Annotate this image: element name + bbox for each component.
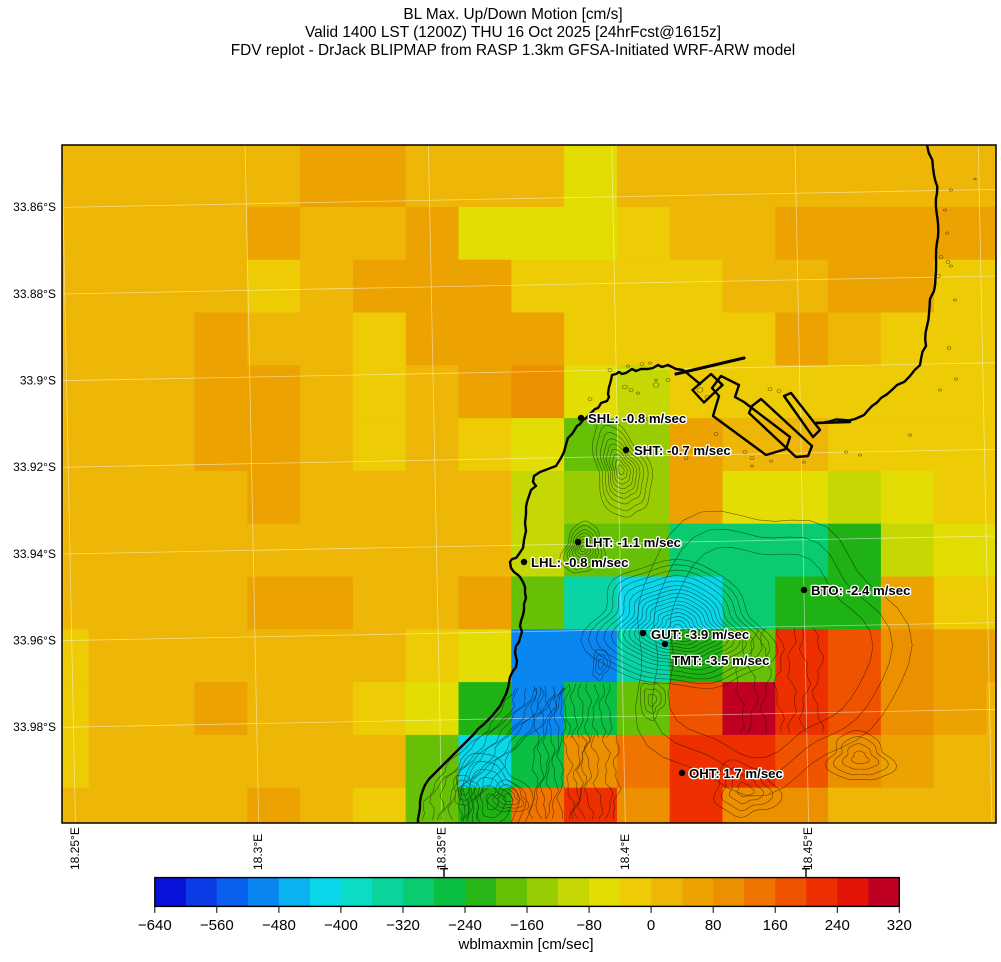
svg-text:18.45°E: 18.45°E xyxy=(801,827,815,870)
svg-text:SHT: -0.7 m/sec: SHT: -0.7 m/sec xyxy=(634,443,731,458)
svg-text:18.35°E: 18.35°E xyxy=(435,827,449,870)
svg-text:SHL: -0.8 m/sec: SHL: -0.8 m/sec xyxy=(588,411,686,426)
svg-text:wblmaxmin [cm/sec]: wblmaxmin [cm/sec] xyxy=(457,936,593,953)
svg-text:LHL: -0.8 m/sec: LHL: -0.8 m/sec xyxy=(531,555,628,570)
svg-text:33.9°S: 33.9°S xyxy=(20,374,56,388)
svg-text:−560: −560 xyxy=(200,917,234,934)
svg-text:−80: −80 xyxy=(576,917,601,934)
svg-text:OHT: 1.7 m/sec: OHT: 1.7 m/sec xyxy=(689,766,783,781)
svg-text:Valid 1400 LST (1200Z) THU 16: Valid 1400 LST (1200Z) THU 16 Oct 2025 [… xyxy=(305,24,721,41)
svg-text:TMT: -3.5 m/sec: TMT: -3.5 m/sec xyxy=(672,653,769,668)
svg-text:FDV replot - DrJack BLIPMAP fr: FDV replot - DrJack BLIPMAP from RASP 1.… xyxy=(231,42,795,59)
svg-text:0: 0 xyxy=(647,917,655,934)
svg-text:18.3°E: 18.3°E xyxy=(251,834,265,870)
svg-text:33.98°S: 33.98°S xyxy=(13,720,56,734)
svg-text:−160: −160 xyxy=(510,917,544,934)
svg-text:−320: −320 xyxy=(386,917,420,934)
svg-text:33.86°S: 33.86°S xyxy=(13,200,56,214)
svg-text:BL Max. Up/Down Motion [cm/s]: BL Max. Up/Down Motion [cm/s] xyxy=(403,6,622,23)
svg-text:160: 160 xyxy=(763,917,788,934)
svg-text:−400: −400 xyxy=(324,917,358,934)
svg-text:240: 240 xyxy=(825,917,850,934)
svg-text:33.96°S: 33.96°S xyxy=(13,633,56,647)
svg-text:−640: −640 xyxy=(138,917,172,934)
svg-text:18.4°E: 18.4°E xyxy=(618,834,632,870)
svg-text:BTO: -2.4 m/sec: BTO: -2.4 m/sec xyxy=(811,583,910,598)
svg-text:18.25°E: 18.25°E xyxy=(68,827,82,870)
svg-text:33.92°S: 33.92°S xyxy=(13,460,56,474)
svg-text:320: 320 xyxy=(887,917,912,934)
svg-text:GUT: -3.9 m/sec: GUT: -3.9 m/sec xyxy=(651,627,749,642)
svg-text:−240: −240 xyxy=(448,917,482,934)
svg-text:33.94°S: 33.94°S xyxy=(13,547,56,561)
svg-text:80: 80 xyxy=(705,917,722,934)
svg-text:LHT: -1.1 m/sec: LHT: -1.1 m/sec xyxy=(585,535,681,550)
svg-text:33.88°S: 33.88°S xyxy=(13,287,56,301)
svg-text:−480: −480 xyxy=(262,917,296,934)
